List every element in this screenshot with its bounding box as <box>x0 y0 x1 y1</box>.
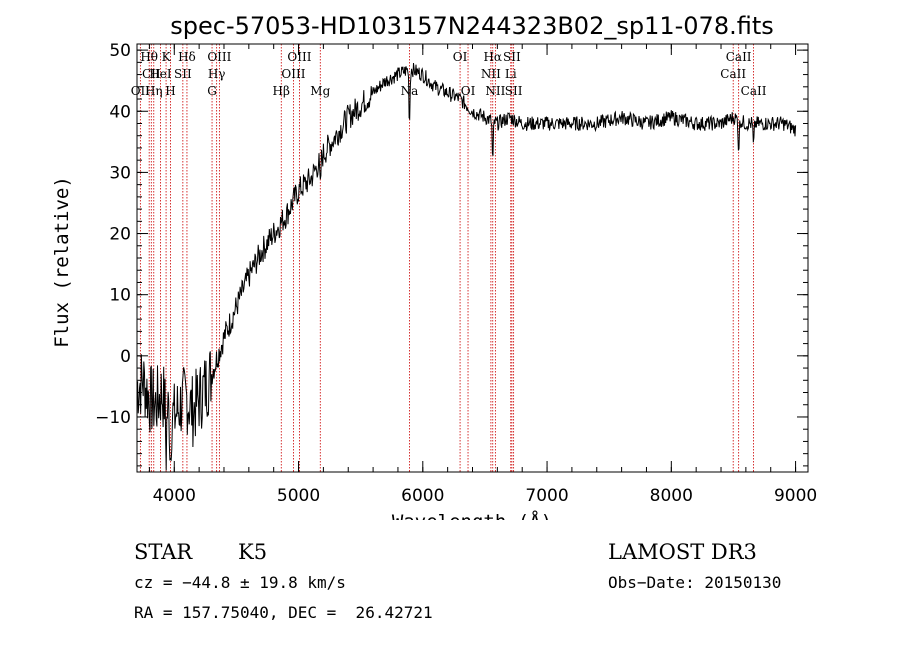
spectral-line-label: OIII <box>207 50 231 64</box>
spectral-line-label: Hδ <box>178 50 196 64</box>
x-tick-label: 6000 <box>401 486 444 506</box>
spectrum-chart: spec-57053-HD103157N244323B02_sp11-078.f… <box>51 12 817 520</box>
spectral-line-label: NII <box>481 67 501 81</box>
spectral-line-label: SII <box>503 50 521 64</box>
spectral-line-label: CaII <box>726 50 752 64</box>
spectral-line-label: Na <box>401 84 419 98</box>
spectral-line-label: Mg <box>310 84 330 98</box>
obs-date: Obs−Date: 20150130 <box>608 573 782 592</box>
y-tick-label: 0 <box>120 347 131 367</box>
object-class: STAR <box>134 540 193 564</box>
line-marker-layer <box>139 44 754 472</box>
plot-frame <box>136 43 809 473</box>
y-tick-label: 20 <box>109 225 131 245</box>
object-subclass: K5 <box>238 540 268 564</box>
spectral-line-label: K <box>162 50 172 64</box>
spectral-line-label: Hη <box>145 84 163 98</box>
coordinates: RA = 157.75040, DEC = 26.42721 <box>134 603 433 622</box>
spectral-line-label: Hθ <box>140 50 158 64</box>
spectral-line-label: G <box>207 84 217 98</box>
spectral-line-label: HeI <box>149 67 172 81</box>
x-axis-label: Wavelength (Å) <box>392 510 552 520</box>
spectrum-line <box>136 62 797 471</box>
spectral-line-label: SII <box>174 67 192 81</box>
line-label-layer: Hθ CII OII HeI Hη K H SII Hδ OIII Hγ G Hβ OIII OIII Mg N… <box>131 50 767 98</box>
spectral-line-label: OIII <box>281 67 305 81</box>
spectral-line-label: SII <box>505 84 523 98</box>
x-tick-label: 9000 <box>774 486 817 506</box>
spectral-line-label: OIII <box>287 50 311 64</box>
redshift-cz: cz = −44.8 ± 19.8 km/s <box>134 573 346 592</box>
y-tick-label: 40 <box>109 102 131 122</box>
survey-name: LAMOST DR3 <box>608 540 757 564</box>
x-tick-label: 7000 <box>525 486 568 506</box>
x-tick-label: 8000 <box>650 486 693 506</box>
spectral-line-label: OII <box>131 84 151 98</box>
y-axis-label: Flux (relative) <box>51 176 73 348</box>
spectral-line-label: OI <box>461 84 476 98</box>
y-tick-label: 30 <box>109 163 131 183</box>
spectral-line-label: CaII <box>720 67 746 81</box>
spectral-line-label: NII <box>485 84 505 98</box>
y-tick-label: −10 <box>95 408 131 428</box>
spectral-line-label: CaII <box>741 84 767 98</box>
x-tick-label: 4000 <box>153 486 196 506</box>
spectral-line-label: Hα <box>483 50 502 64</box>
spectral-line-label: Hγ <box>208 67 226 81</box>
chart-title: spec-57053-HD103157N244323B02_sp11-078.f… <box>170 12 774 40</box>
y-tick-label: 10 <box>109 286 131 306</box>
spectral-line-label: Hβ <box>273 84 290 98</box>
x-tick-label: 5000 <box>277 486 320 506</box>
y-tick-label: 50 <box>109 41 131 61</box>
spectral-line-label: Li <box>505 67 517 81</box>
spectral-line-label: H <box>165 84 175 98</box>
spectral-line-label: CII <box>142 67 161 81</box>
spectral-line-label: OI <box>453 50 468 64</box>
axis-ticks: 4000 5000 6000 7000 8000 9000 −10 0 10 20 30 40 50 <box>95 41 817 506</box>
